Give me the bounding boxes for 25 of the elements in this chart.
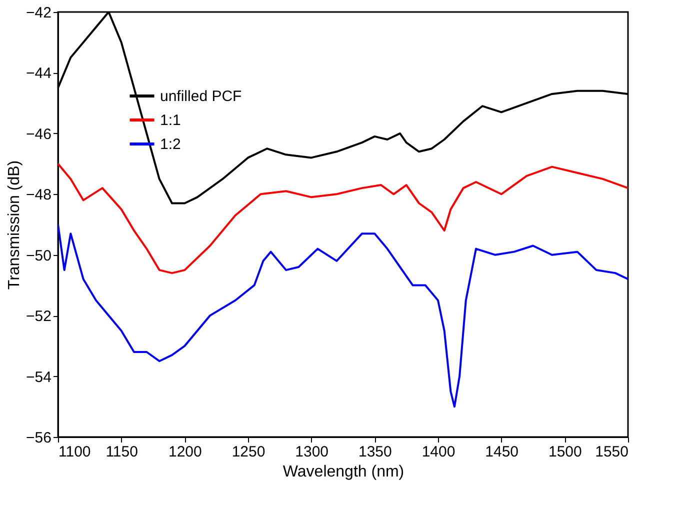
x-tick-label: 1400: [422, 444, 456, 460]
x-tick-label: 1350: [358, 444, 392, 460]
y-tick-label: −52: [26, 308, 52, 326]
x-tick-label: 1550: [595, 444, 628, 460]
y-tick-label: −46: [26, 126, 52, 143]
y-tick-label: −56: [26, 430, 52, 446]
legend-label: 1:2: [160, 136, 181, 153]
y-tick-label: −42: [26, 4, 52, 22]
x-tick-label: 1300: [295, 444, 329, 460]
legend-label: unfilled PCF: [160, 88, 242, 105]
x-tick-label: 1250: [232, 444, 266, 460]
legend-label: 1:1: [160, 112, 181, 129]
y-tick-label: −54: [26, 368, 52, 386]
x-tick-label: 1100: [58, 444, 91, 460]
x-tick-label: 1450: [485, 444, 519, 460]
x-tick-label: 1150: [106, 444, 138, 460]
x-tick-label: 1200: [168, 444, 202, 460]
y-axis-title: Transmission (dB): [6, 160, 24, 290]
line-series: [58, 224, 628, 408]
x-axis-title: Wavelength (nm): [282, 464, 404, 480]
y-tick-label: −50: [26, 247, 52, 264]
y-tick-label: −44: [26, 65, 52, 82]
y-tick-label: −48: [26, 186, 52, 204]
x-tick-label: 1500: [548, 444, 582, 460]
line-series: [58, 162, 628, 274]
